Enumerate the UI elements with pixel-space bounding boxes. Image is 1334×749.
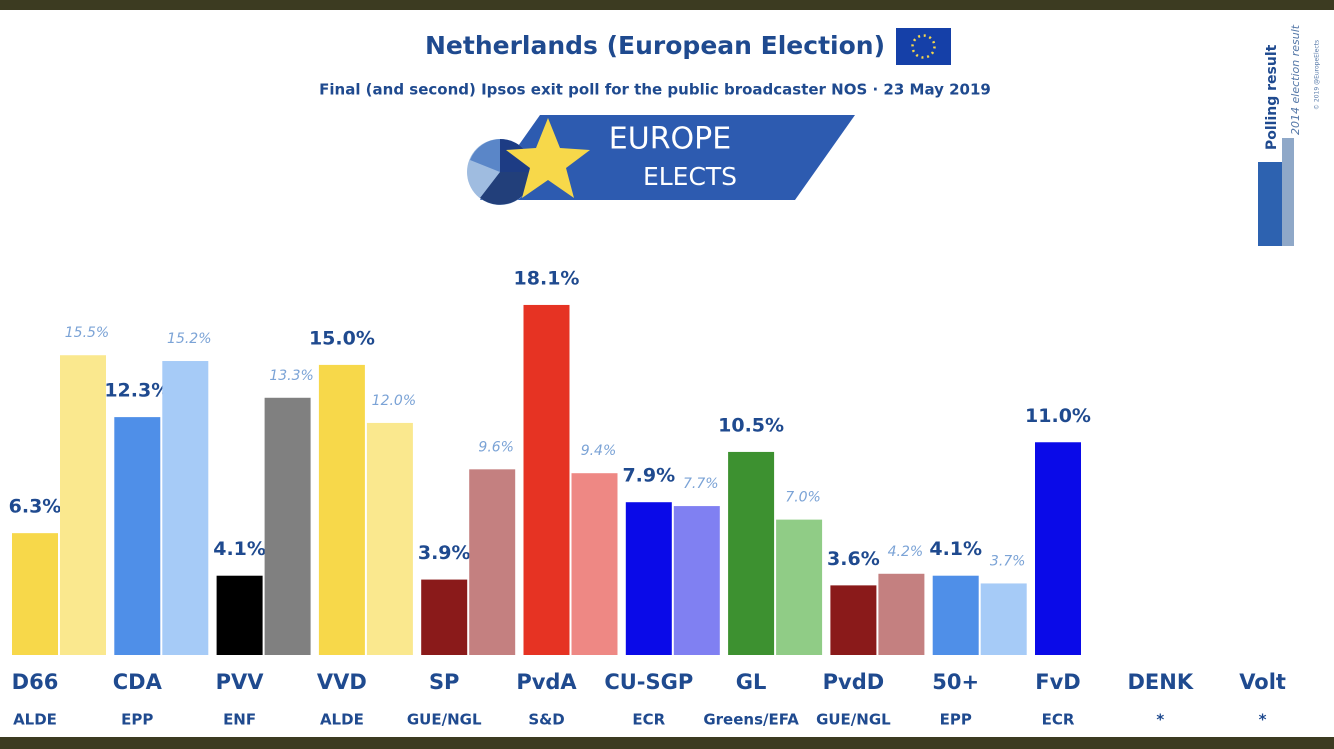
data-label: 10.5% — [718, 414, 784, 436]
legend-swatch — [1258, 162, 1286, 246]
bar — [162, 361, 209, 655]
x-tick-label: CU-SGP — [604, 670, 693, 694]
bottom-border — [0, 737, 1334, 749]
data-label: 12.0% — [372, 393, 416, 409]
bar — [728, 451, 775, 655]
bar — [12, 533, 58, 655]
group-label: ENF — [223, 711, 256, 729]
x-tick-label: PvdA — [516, 670, 577, 694]
bar — [469, 469, 516, 655]
chart-subtitle: Final (and second) Ipsos exit poll for t… — [319, 81, 991, 99]
bar — [60, 355, 106, 655]
data-label: 4.2% — [888, 544, 924, 560]
x-tick-label: D66 — [12, 670, 59, 694]
group-label: EPP — [121, 711, 153, 729]
group-label: ALDE — [320, 711, 364, 729]
bar — [216, 575, 263, 655]
group-label: ECR — [632, 711, 665, 729]
group-label: GUE/NGL — [816, 711, 891, 729]
data-label: 7.7% — [683, 476, 719, 492]
x-tick-label: Volt — [1239, 670, 1286, 694]
data-label: 15.5% — [65, 325, 109, 341]
credit: © 2019 @EuropeElects — [1314, 40, 1321, 110]
x-tick-label: PVV — [216, 670, 265, 694]
data-label: 9.6% — [478, 439, 514, 455]
data-label: 7.0% — [785, 490, 821, 506]
bar — [673, 506, 720, 655]
data-label: 6.3% — [9, 496, 62, 518]
bar — [571, 473, 618, 655]
x-tick-label: CDA — [113, 670, 163, 694]
data-label: 18.1% — [514, 267, 580, 289]
bar — [523, 304, 570, 655]
data-label: 15.2% — [167, 331, 211, 347]
bar — [366, 422, 413, 655]
logo-text: ELECTS — [643, 162, 737, 191]
x-tick-label: 50+ — [932, 670, 979, 694]
eu-flag — [896, 28, 951, 65]
x-tick-label: PvdD — [823, 670, 885, 694]
group-label: * — [1156, 711, 1164, 729]
bar — [830, 585, 877, 655]
x-tick-label: DENK — [1127, 670, 1193, 694]
data-label: 3.6% — [827, 548, 880, 570]
legend: Polling result 2014 election result © 2019… — [1258, 24, 1321, 246]
x-tick-label: GL — [736, 670, 767, 694]
bar — [980, 583, 1027, 655]
x-tick-label: VVD — [317, 670, 367, 694]
x-tick-label: FvD — [1035, 670, 1080, 694]
bar — [878, 573, 925, 655]
legend-label: Polling result — [1264, 44, 1280, 150]
data-label: 3.9% — [418, 542, 471, 564]
data-label: 9.4% — [581, 443, 617, 459]
bar — [421, 579, 468, 655]
data-label: 11.0% — [1025, 405, 1091, 427]
group-label: S&D — [528, 711, 564, 729]
data-label: 3.7% — [990, 553, 1026, 569]
group-label: * — [1259, 711, 1267, 729]
bar — [318, 364, 365, 655]
data-label: 4.1% — [929, 538, 982, 560]
top-border — [0, 0, 1334, 10]
legend-label: 2014 election result — [1289, 24, 1302, 135]
logo-text: EUROPE — [609, 122, 731, 157]
bar — [932, 575, 979, 655]
group-label: ALDE — [13, 711, 57, 729]
data-label: 4.1% — [213, 538, 266, 560]
group-label: ECR — [1042, 711, 1075, 729]
bar — [264, 397, 311, 655]
group-label: GUE/NGL — [407, 711, 482, 729]
bar — [776, 519, 823, 655]
data-label: 7.9% — [622, 465, 675, 487]
group-label: EPP — [940, 711, 972, 729]
data-label: 13.3% — [269, 368, 313, 384]
data-label: 15.0% — [309, 327, 375, 349]
legend-swatch — [1282, 138, 1294, 246]
bar — [1035, 442, 1081, 655]
group-label: Greens/EFA — [703, 711, 799, 729]
logo: EUROPE ELECTS — [467, 115, 855, 205]
bar — [114, 417, 161, 655]
chart-title: Netherlands (European Election) — [425, 31, 885, 60]
bar — [625, 502, 672, 655]
x-tick-label: SP — [429, 670, 460, 694]
data-label: 12.3% — [104, 380, 170, 402]
